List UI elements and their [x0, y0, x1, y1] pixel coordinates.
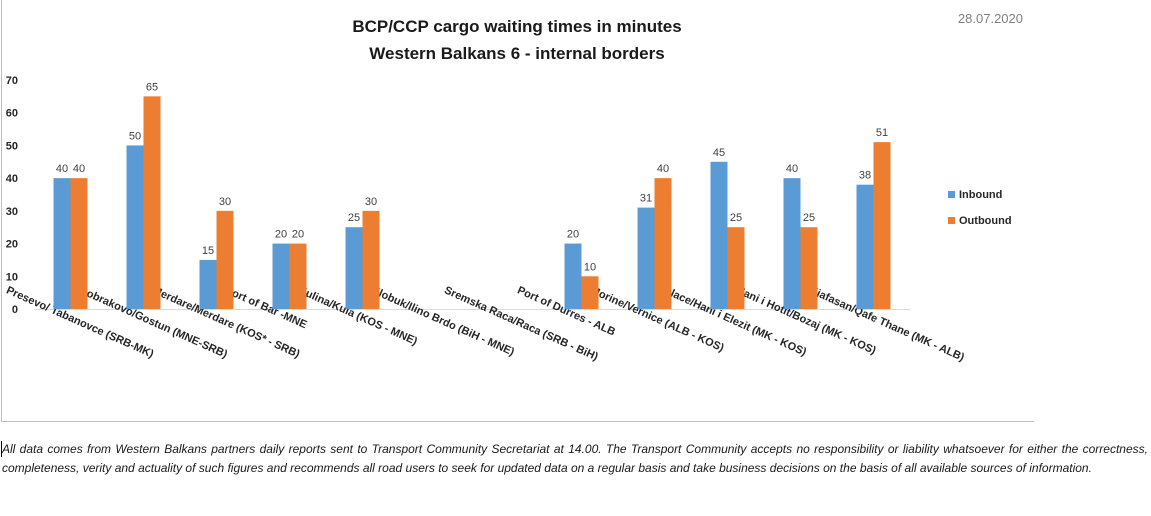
bar-outbound	[873, 142, 891, 309]
y-tick-label: 40	[6, 173, 18, 185]
data-label: 51	[876, 127, 888, 139]
bar-chart: BCP/CCP cargo waiting times in minutes W…	[1, 0, 1034, 422]
y-tick-label: 0	[12, 304, 18, 316]
y-tick-label: 50	[6, 140, 18, 152]
data-label: 25	[730, 212, 742, 224]
y-tick-label: 60	[6, 108, 18, 120]
bar-outbound	[70, 178, 88, 309]
bar-outbound	[727, 227, 745, 309]
bar-outbound	[800, 227, 818, 309]
legend-swatch-inbound	[948, 191, 955, 198]
data-label: 10	[584, 261, 596, 273]
data-label: 30	[365, 196, 377, 208]
bar-outbound	[216, 210, 234, 309]
bar-outbound	[289, 243, 307, 309]
bar-outbound	[581, 276, 599, 309]
bar-inbound	[783, 178, 801, 309]
bar-inbound	[345, 227, 363, 309]
report-date: 28.07.2020	[958, 11, 1023, 26]
bar-inbound	[199, 259, 217, 309]
data-label: 20	[567, 229, 579, 241]
data-label: 20	[292, 229, 304, 241]
y-tick-label: 70	[6, 75, 18, 87]
data-label: 40	[657, 163, 669, 175]
bar-inbound	[272, 243, 290, 309]
data-label: 25	[348, 212, 360, 224]
y-axis: 0 10 20 30 40 50 60 70	[6, 75, 18, 316]
bar-inbound	[856, 184, 874, 309]
data-label: 31	[640, 193, 652, 205]
bar-inbound	[126, 145, 144, 309]
data-label: 40	[786, 163, 798, 175]
legend: Inbound Outbound	[948, 189, 1012, 227]
legend-label-outbound: Outbound	[959, 215, 1012, 227]
data-label: 40	[56, 163, 68, 175]
data-label: 65	[146, 81, 158, 93]
legend-label-inbound: Inbound	[959, 189, 1002, 201]
disclaimer-text: All data comes from Western Balkans part…	[2, 442, 1148, 475]
data-label: 38	[859, 170, 871, 182]
bar-inbound	[53, 178, 71, 309]
data-label: 20	[275, 229, 287, 241]
legend-swatch-outbound	[948, 217, 955, 224]
bar-outbound	[362, 210, 380, 309]
chart-subtitle: Western Balkans 6 - internal borders	[369, 44, 664, 63]
bar-inbound	[710, 161, 728, 309]
bar-outbound	[143, 96, 161, 309]
data-label: 40	[73, 163, 85, 175]
bar-inbound	[564, 243, 582, 309]
data-label: 15	[202, 245, 214, 257]
data-label: 30	[219, 196, 231, 208]
y-tick-label: 30	[6, 206, 18, 218]
data-label: 50	[129, 130, 141, 142]
chart-frame: BCP/CCP cargo waiting times in minutes W…	[1, 0, 1034, 422]
bar-inbound	[637, 207, 655, 309]
bars	[53, 96, 891, 309]
text-cursor	[1, 441, 2, 457]
chart-title: BCP/CCP cargo waiting times in minutes	[352, 17, 681, 36]
data-label: 45	[713, 147, 725, 159]
data-labels: 40 50 15 20 25 20 31 45 40 38 40 65 30 20 30 10 40 25 25 51	[56, 81, 888, 273]
y-tick-label: 20	[6, 239, 18, 251]
data-label: 25	[803, 212, 815, 224]
bar-outbound	[654, 178, 672, 309]
y-tick-label: 10	[6, 271, 18, 283]
